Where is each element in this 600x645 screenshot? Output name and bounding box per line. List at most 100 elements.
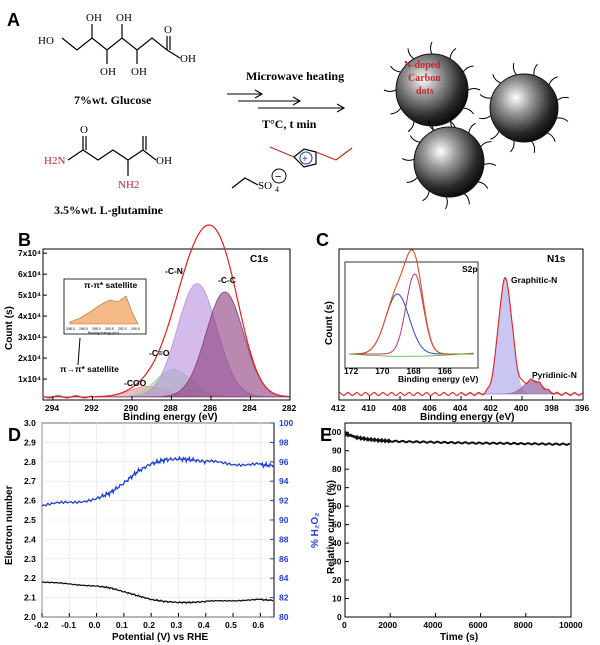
dot-ligand: [531, 140, 536, 153]
y-tick-label: 1x10⁴: [18, 374, 41, 384]
y2-tick-label: 84: [279, 573, 289, 583]
dot-ligand: [407, 121, 415, 132]
peak-label: Graphitic-N: [511, 275, 557, 285]
glucose-atom: OH: [180, 53, 196, 65]
x-tick-label: 0.6: [252, 620, 264, 630]
arrow-bottom-label: T°C, t min: [262, 117, 317, 131]
panel-e-xlabel: Time (s): [440, 632, 478, 643]
x-tick-label: 0.1: [116, 620, 128, 630]
inset-tick-label: 290.5: [131, 327, 140, 331]
dot-ligand: [383, 89, 397, 92]
x-tick-label: -0.2: [34, 620, 49, 630]
inset-envelope: [349, 249, 474, 355]
panel-c-plot: 412 410 408 406 404 402 400 398 396 Graphitic-N Py…: [331, 275, 589, 413]
dot-ligand: [444, 196, 448, 210]
dot-ligand: [463, 193, 470, 205]
y2-tick-label: 86: [279, 554, 289, 564]
peak-label: -C=O: [149, 348, 170, 358]
x-tick-label: 10000: [559, 620, 583, 630]
glucose-atom: OH: [116, 12, 132, 24]
dot-ligand: [462, 65, 474, 73]
y-tick-label: 2x10⁴: [18, 353, 41, 363]
carbon-dot: [395, 53, 469, 127]
y-tick-label: 2.3: [24, 554, 36, 564]
x-tick-label: 408: [392, 403, 406, 413]
series-line: [41, 581, 274, 605]
y-tick-label: 30: [332, 557, 342, 567]
inset-tick-label: 170: [375, 366, 389, 376]
envelope-line: [338, 276, 583, 396]
sulfate-subscript: 4: [275, 185, 279, 194]
dot-ligand: [546, 132, 556, 142]
panel-b-plot: 294 292 290 288 286 284 282 1x10⁴ 2x10⁴ 3x10⁴ 4x10…: [18, 224, 296, 413]
x-tick-label: 282: [282, 403, 296, 413]
x-tick-label: 412: [331, 403, 345, 413]
x-tick-label: 2000: [378, 620, 397, 630]
y-tick-label: 2.8: [24, 457, 36, 467]
dot-ligand: [483, 163, 497, 167]
y-tick-label: 10: [332, 594, 342, 604]
y-tick-label: 40: [332, 538, 342, 548]
inset-tick-label: 293.5: [105, 327, 114, 331]
dot-ligand: [468, 122, 476, 134]
x-tick-label: 398: [545, 403, 559, 413]
x-tick-label: -0.1: [61, 620, 76, 630]
panel-a-label: A: [7, 10, 20, 30]
peak-label: Pyridinic-N: [532, 370, 577, 380]
inset-tick-label: 298.0: [66, 327, 75, 331]
glucose-atom: OH: [100, 66, 116, 78]
y2-tick-label: 92: [279, 496, 289, 506]
panel-e-ylabel: Relative current (%): [326, 480, 337, 574]
x-tick-label: 402: [484, 403, 498, 413]
y2-tick-label: 90: [279, 515, 289, 525]
inset-tick-label: 168: [407, 366, 421, 376]
glucose-atom: HO: [38, 35, 54, 47]
y-tick-label: 2.0: [24, 612, 36, 622]
glutamine-atom: OH: [156, 155, 172, 167]
panel-c-inset-xlabel: Binding energy (eV): [398, 374, 478, 384]
inset-legend: π-π* satellite: [84, 280, 137, 290]
y-tick-label: 2.9: [24, 437, 36, 447]
inset-area: [69, 295, 139, 325]
y2-tick-label: 96: [279, 457, 289, 467]
panel-d-plot: -0.2 -0.1 0.0 0.1 0.2 0.3 0.4 0.5 0.6 2.0 2.1 2.2 2.…: [24, 418, 293, 630]
dot-ligand: [477, 181, 489, 189]
peak-label: -C-C: [218, 275, 236, 285]
panel-a: A OH OH HO OH OH O OH 7%wt. Glucose: [7, 10, 569, 217]
panel-c-inset-plot: 172 170 168 166: [344, 249, 475, 376]
y2-tick-label: 94: [279, 476, 289, 486]
carbon-dot: [489, 73, 559, 143]
glucose-atoms: OH OH HO OH OH O OH: [38, 12, 196, 78]
inset-tick-label: 295.0: [92, 327, 101, 331]
dot-ligand: [450, 114, 454, 128]
ionic-liquid-structure: + −: [231, 146, 353, 189]
inset-xlabel: Binding energy (eV): [88, 331, 119, 335]
carbon-dot: [413, 126, 485, 198]
dot-ligand: [479, 94, 492, 99]
peak-label: -COO: [124, 378, 147, 388]
x-tick-label: 4000: [423, 620, 442, 630]
dot-label-line1: N-doped: [404, 60, 441, 71]
y-tick-label: 4x10⁴: [18, 311, 41, 321]
panel-e-plot: 0 2000 4000 6000 8000 10000 0 10 20 30 40 50 60 70 80 9…: [327, 427, 583, 630]
x-tick-label: 406: [423, 403, 437, 413]
dot-ligand: [390, 107, 402, 115]
dot-ligand: [556, 117, 569, 122]
dot-ligand: [510, 140, 515, 153]
glucose-atom: OH: [86, 12, 102, 24]
y-tick-label: 2.1: [24, 593, 36, 603]
glucose-label: 7%wt. Glucose: [74, 93, 152, 107]
dot-ligand: [401, 157, 415, 161]
inset-tick-label: 166: [438, 366, 452, 376]
panel-b-ylabel: Count (s): [4, 306, 15, 350]
dot-label-line2: Carbon: [408, 73, 441, 84]
x-tick-label: 0.3: [170, 620, 182, 630]
y-tick-label: 2.2: [24, 573, 36, 583]
x-tick-label: 404: [453, 403, 467, 413]
panel-c-xlabel: Binding energy (eV): [420, 412, 514, 423]
carbon-dots: [383, 41, 569, 210]
y-tick-label: 3x10⁴: [18, 332, 41, 342]
dot-ligand: [479, 115, 492, 120]
y-tick-label: 0: [337, 612, 342, 622]
y2-tick-label: 100: [279, 418, 293, 428]
